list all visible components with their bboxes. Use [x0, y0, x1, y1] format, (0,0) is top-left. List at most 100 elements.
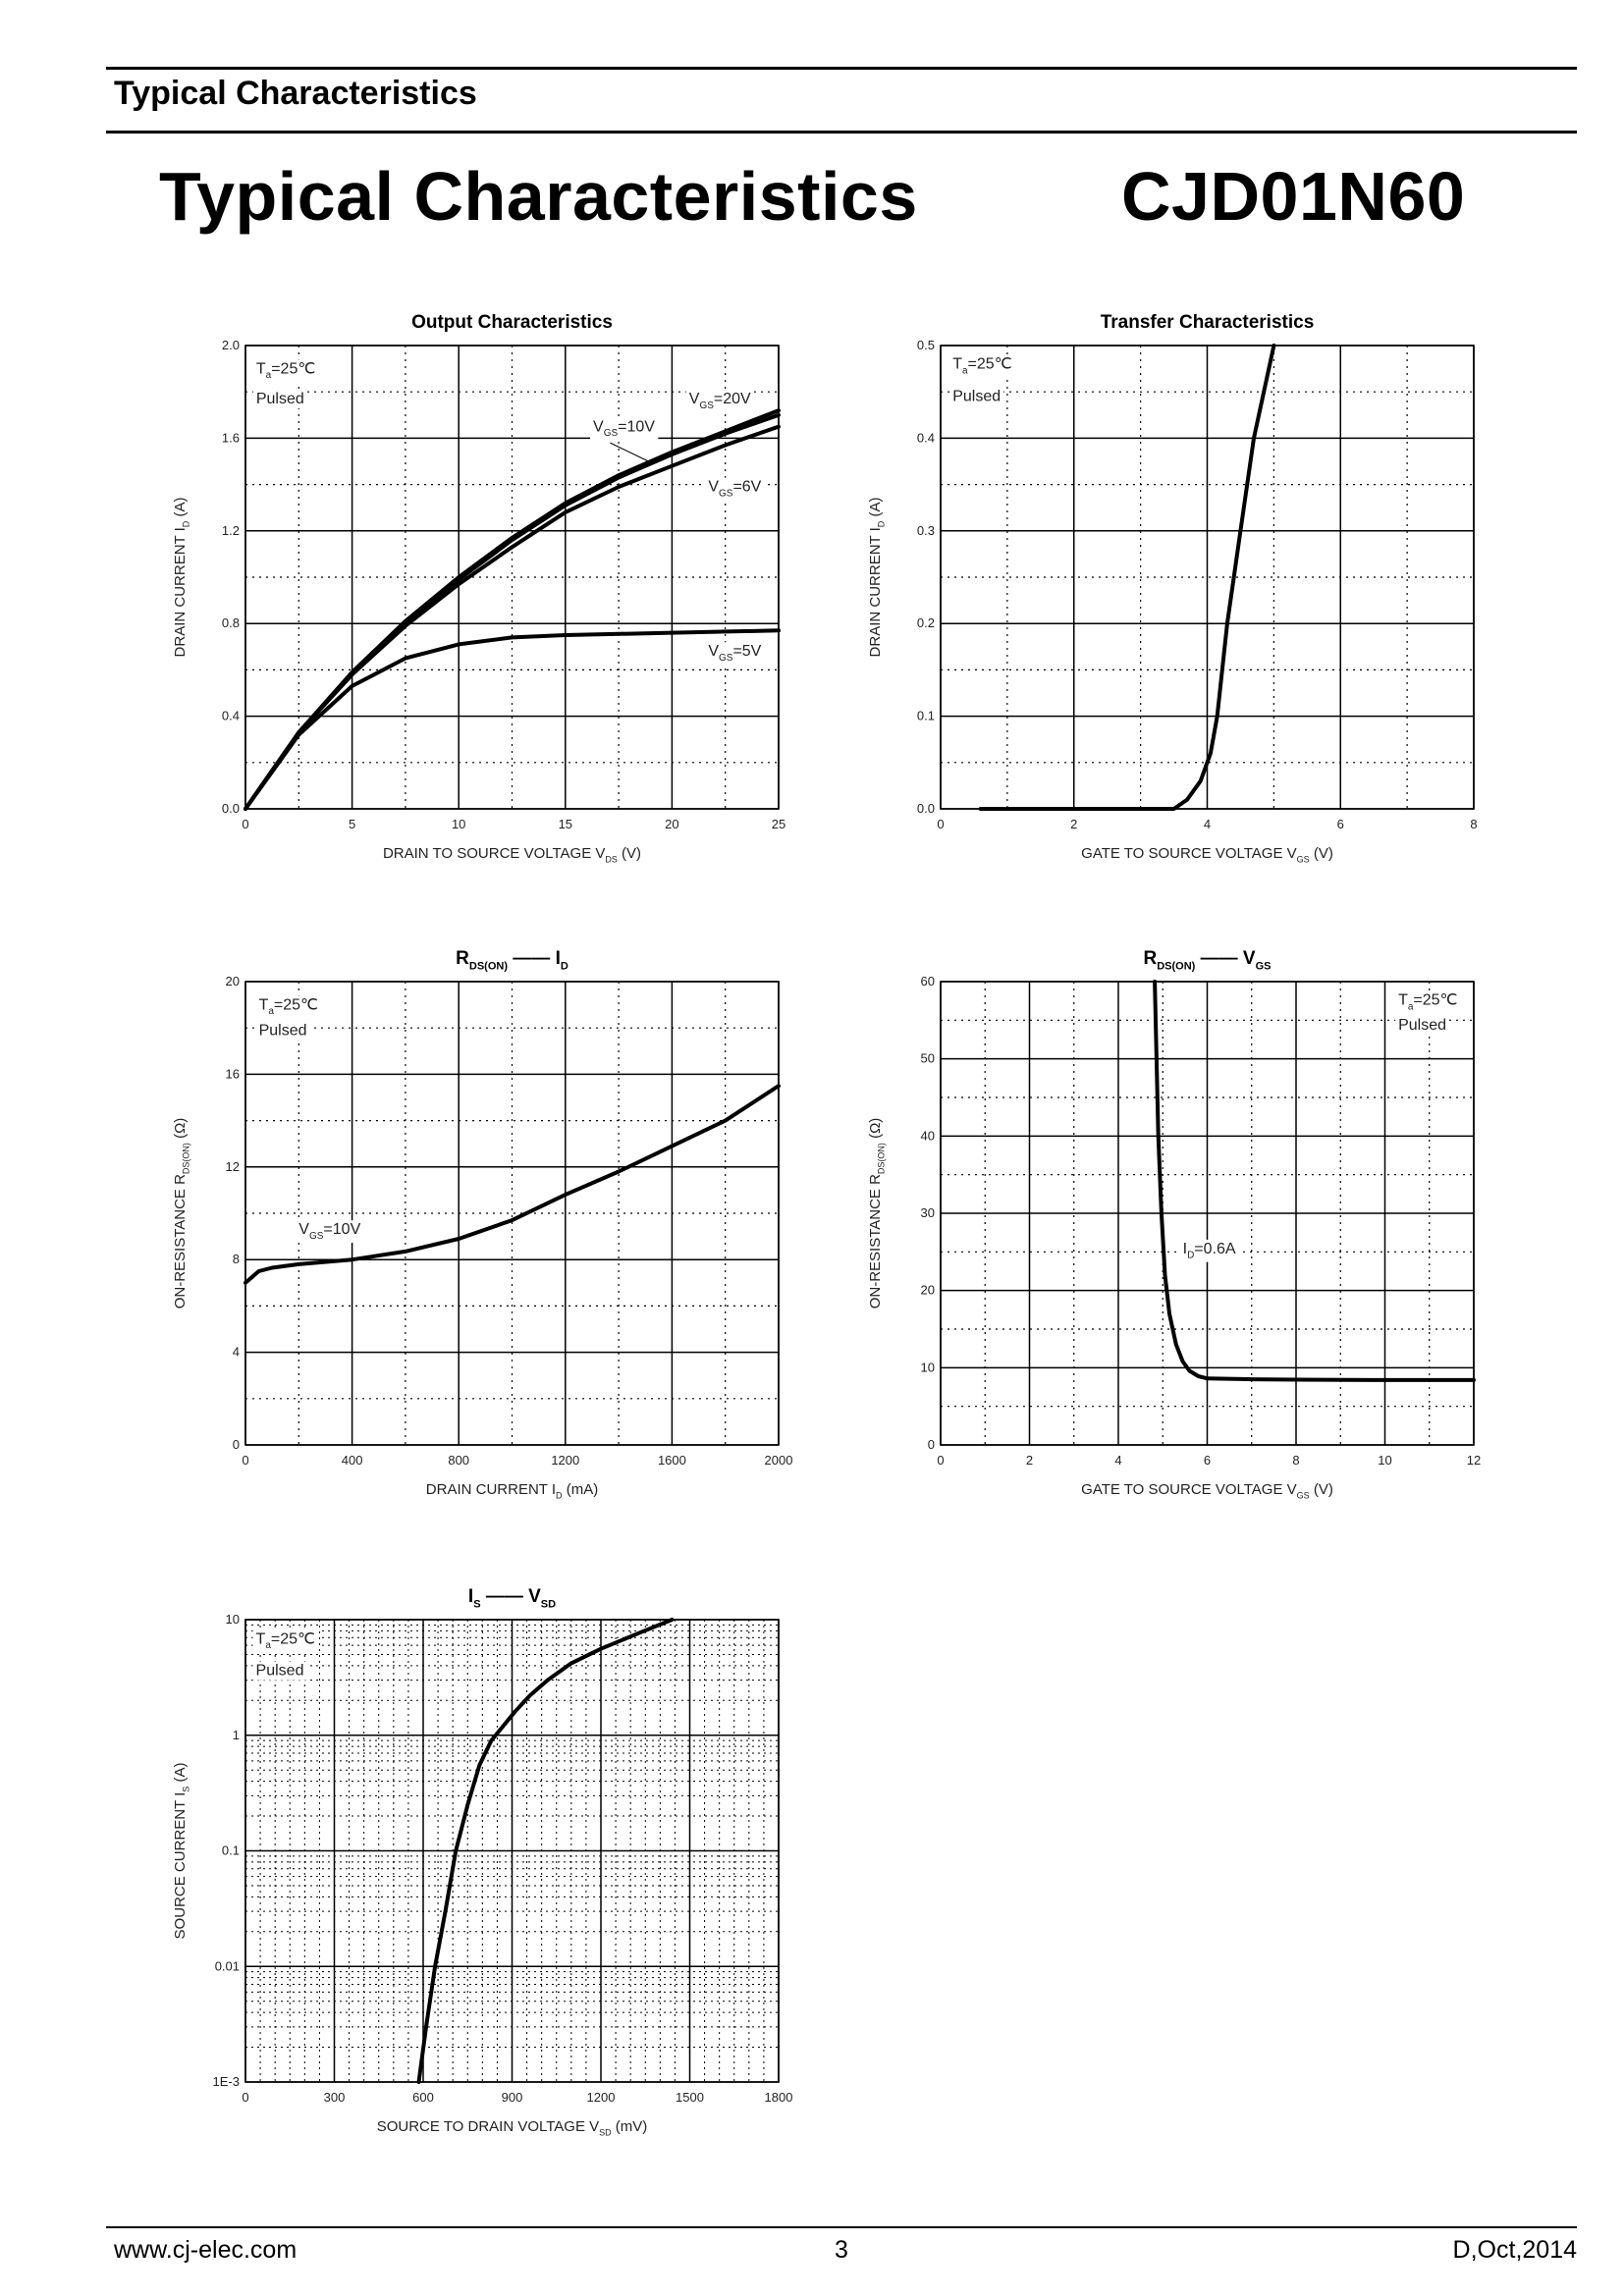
y-tick-label: 10 — [226, 1612, 240, 1627]
annotation: Ta=25℃ — [256, 360, 315, 381]
x-tick-label: 4 — [1114, 1453, 1121, 1468]
text-part: V — [708, 643, 719, 660]
x-tick-label: 0 — [937, 1453, 944, 1468]
y-tick-label: 40 — [921, 1128, 935, 1143]
series-line-is — [416, 1618, 675, 2084]
page-title: Typical Characteristics — [159, 158, 918, 235]
x-tick-label: 1200 — [587, 2090, 616, 2105]
text-part: R — [1144, 948, 1158, 969]
chart-title: IS —— VSD — [468, 1586, 556, 1611]
chart-3: 0 400 800 1200 1600 2000 0 4 8 12 16 20 Ta=25℃ Pulsed… — [172, 948, 792, 1501]
y-tick-label: 0.4 — [222, 709, 240, 723]
y-tick-label: 0.1 — [917, 709, 935, 723]
x-tick-label: 2 — [1070, 817, 1077, 831]
annotation: Pulsed — [259, 1022, 307, 1039]
x-tick-label: 400 — [342, 1453, 363, 1468]
series-line-id-0-6a — [1153, 980, 1476, 1382]
y-tick-label: 8 — [233, 1252, 240, 1266]
chart-title: RDS(ON) —— ID — [456, 948, 568, 973]
text-part: (A) — [172, 1763, 189, 1787]
footer-rule — [106, 2226, 1577, 2228]
x-tick-label: 25 — [772, 817, 785, 831]
text-part: (V) — [1310, 1481, 1333, 1498]
series-line-vgs-5v — [244, 628, 781, 811]
chart-title: RDS(ON) —— VGS — [1144, 948, 1272, 973]
footer-website[interactable]: www.cj-elec.com — [114, 2236, 298, 2264]
x-tick-label: 0 — [937, 817, 944, 831]
text-part: V — [689, 391, 700, 407]
text-part: (mA) — [563, 1481, 599, 1498]
annotation-background — [296, 1220, 364, 1244]
text-part: =10V — [323, 1221, 360, 1238]
subscript: S — [473, 1599, 480, 1611]
text-part: DRAIN CURRENT I — [867, 527, 884, 657]
text-part: Pulsed — [259, 1022, 307, 1039]
x-tick-label: 0 — [242, 1453, 248, 1468]
text-part: Pulsed — [256, 391, 304, 407]
text-part: =25℃ — [271, 360, 315, 377]
y-axis-label: SOURCE CURRENT IS (A) — [172, 1763, 191, 1940]
subscript: a — [265, 1640, 271, 1651]
chart-title: Transfer Characteristics — [1101, 312, 1315, 333]
subscript: SD — [541, 1599, 556, 1611]
x-tick-label: 1600 — [658, 1453, 686, 1468]
y-tick-label: 20 — [921, 1283, 935, 1298]
text-part: T — [259, 996, 269, 1013]
subscript: GS — [604, 428, 619, 439]
x-axis-label: GATE TO SOURCE VOLTAGE VGS (V) — [1081, 845, 1333, 865]
x-tick-label: 6 — [1204, 1453, 1211, 1468]
annotation: Pulsed — [1398, 1017, 1446, 1034]
annotation: Pulsed — [952, 389, 1001, 405]
text-part: (A) — [172, 498, 189, 521]
subscript: D — [877, 520, 887, 527]
y-tick-label: 12 — [226, 1159, 240, 1174]
annotation-background — [705, 477, 765, 501]
series-line-id — [978, 344, 1276, 811]
plot-frame — [244, 345, 780, 810]
chart-5: 0 300 600 900 1200 1500 1800 1E-3 0.01 0.1 1 10 Ta=2… — [172, 1586, 792, 2138]
y-axis-label: ON-RESISTANCE RDS(ON) (Ω) — [172, 1118, 191, 1309]
x-tick-label: 1200 — [551, 1453, 579, 1468]
x-tick-label: 300 — [324, 2090, 346, 2105]
text-part: I — [1183, 1241, 1187, 1257]
subscript: GS — [309, 1231, 324, 1242]
text-part: I — [556, 948, 561, 969]
annotation-background — [252, 359, 319, 383]
subscript: D — [561, 961, 568, 973]
subscript: DS(ON) — [469, 961, 508, 973]
annotation-background — [949, 387, 1004, 406]
y-tick-label: 0.01 — [215, 1958, 240, 1973]
text-part: SOURCE CURRENT I — [172, 1792, 189, 1940]
y-tick-label: 1.2 — [222, 523, 240, 538]
annotation-background — [252, 1661, 307, 1681]
plot-frame — [244, 1619, 780, 2083]
subscript: S — [182, 1787, 191, 1792]
text-part: Transfer Characteristics — [1101, 312, 1315, 333]
text-part: =5V — [732, 643, 761, 660]
chart-2: 0 2 4 6 8 0.0 0.1 0.2 0.3 0.4 0.5 Ta=25℃ Pulsed Trans… — [867, 312, 1478, 865]
plot-frame — [940, 981, 1475, 1446]
text-part: GATE TO SOURCE VOLTAGE V — [1081, 845, 1297, 862]
header-bottom-rule — [106, 131, 1577, 133]
text-part: =20V — [714, 391, 751, 407]
part-number: CJD01N60 — [1121, 158, 1466, 235]
y-tick-label: 30 — [921, 1205, 935, 1220]
text-part: R — [456, 948, 469, 969]
plot-frame — [244, 981, 780, 1446]
text-part: V — [1243, 948, 1256, 969]
annotation: Pulsed — [256, 1663, 304, 1680]
text-part: —— — [481, 1586, 529, 1607]
x-tick-label: 12 — [1467, 1453, 1481, 1468]
x-axis-label: GATE TO SOURCE VOLTAGE VGS (V) — [1081, 1481, 1333, 1501]
text-part: —— — [508, 948, 556, 969]
subscript: DS(ON) — [877, 1143, 887, 1174]
annotation: ID=0.6A — [1183, 1241, 1236, 1261]
y-tick-label: 16 — [226, 1066, 240, 1081]
x-tick-label: 8 — [1470, 817, 1477, 831]
text-part: ON-RESISTANCE R — [172, 1174, 189, 1308]
text-part: V — [593, 418, 604, 435]
annotation: VGS=5V — [708, 643, 761, 664]
annotation: Ta=25℃ — [259, 996, 318, 1017]
annotation-background — [685, 390, 755, 412]
annotation-background — [252, 1629, 319, 1653]
